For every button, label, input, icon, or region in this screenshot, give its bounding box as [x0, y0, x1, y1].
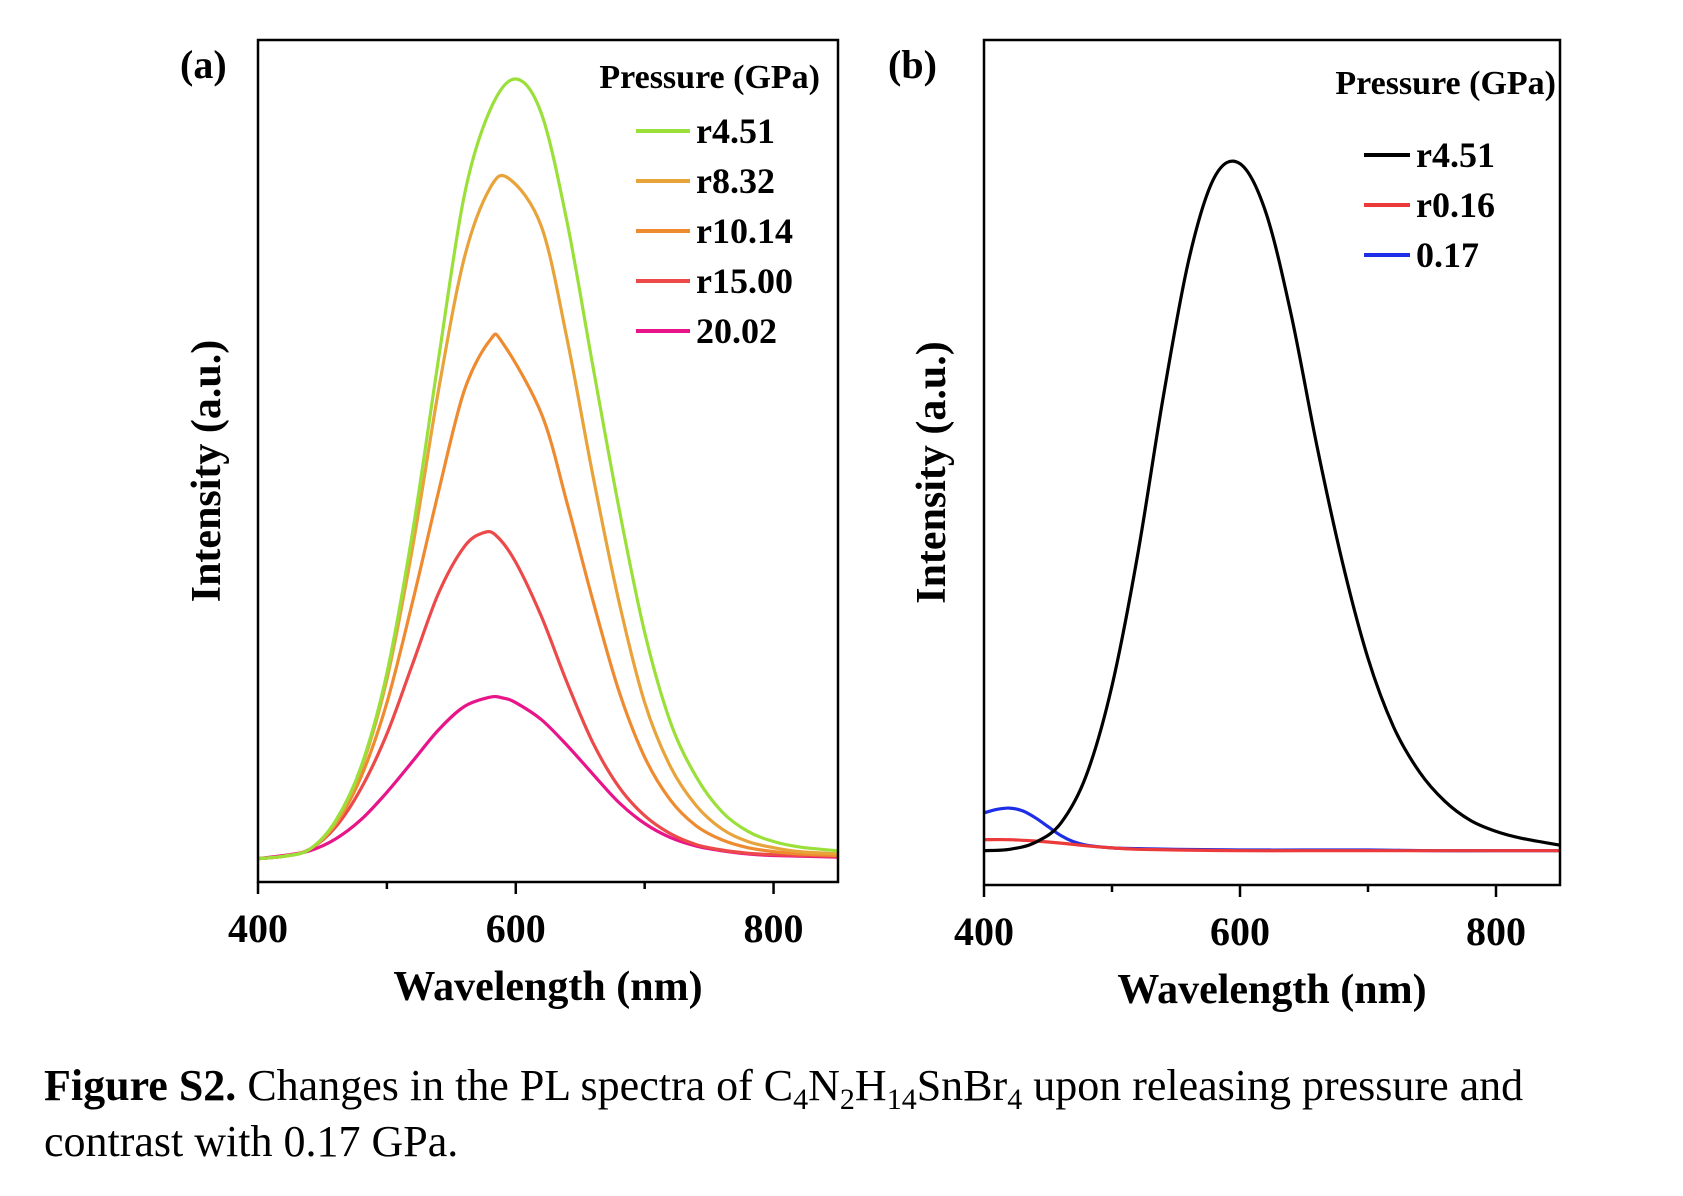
x-tick-label: 600 — [486, 906, 546, 951]
x-axis-label: Wavelength (nm) — [1117, 967, 1426, 1013]
x-axis-label: Wavelength (nm) — [393, 964, 702, 1010]
y-axis-label: Intensity (a.u.) — [184, 340, 230, 603]
caption-text-after: upon releasing pressure and contrast wit… — [44, 1061, 1524, 1166]
legend-entry-label: r4.51 — [1416, 135, 1495, 175]
series-line-r4.51 — [983, 159, 1561, 853]
legend-entry-label: r0.16 — [1416, 185, 1495, 225]
caption-formula: C4N2H14SnBr4 — [763, 1061, 1022, 1115]
legend: Pressure (GPa) r4.51 r8.32 r10.14 r15.00 20.0… — [599, 59, 820, 351]
legend-entry-label: 0.17 — [1416, 235, 1479, 275]
formula-subscript: 4 — [793, 1083, 809, 1116]
legend-entry-label: r4.51 — [696, 111, 775, 151]
legend-entry-label: r10.14 — [696, 211, 793, 251]
formula-subscript: 2 — [839, 1083, 855, 1116]
formula-part: N — [808, 1061, 840, 1110]
formula-part: SnBr — [916, 1061, 1008, 1110]
panel-label: (b) — [888, 42, 937, 87]
series-line-r15.00 — [257, 530, 839, 861]
plot-frame — [982, 38, 1562, 887]
figure-caption: Figure S2. Changes in the PL spectra of … — [44, 1058, 1664, 1170]
formula-part: H — [854, 1061, 887, 1110]
legend-title: Pressure (GPa) — [1335, 65, 1556, 102]
formula-part: C — [763, 1061, 794, 1110]
figure: 400 600 800 Wavelength (nm) Intensity (a.u.)… — [180, 38, 1562, 1013]
plot-frame — [256, 38, 840, 884]
x-tick-label: 400 — [228, 906, 288, 951]
panel-a: 400 600 800 Wavelength (nm) Intensity (a.u.)… — [180, 38, 840, 1010]
formula-subscript: 14 — [886, 1083, 917, 1116]
series-line-r10.14 — [257, 332, 839, 861]
series-group — [983, 159, 1561, 853]
x-tick-label: 800 — [1466, 909, 1526, 954]
x-tick-label: 600 — [1210, 909, 1270, 954]
caption-text-before: Changes in the PL spectra of — [236, 1061, 764, 1110]
y-axis-label: Intensity (a.u.) — [909, 341, 955, 604]
x-tick-label: 400 — [954, 909, 1014, 954]
formula-subscript: 4 — [1007, 1083, 1023, 1116]
legend-entry-label: 20.02 — [696, 311, 777, 351]
legend: Pressure (GPa) r4.51 r0.16 0.17 — [1335, 65, 1556, 275]
caption-label: Figure S2. — [44, 1061, 237, 1110]
legend-title: Pressure (GPa) — [599, 59, 820, 96]
series-group — [257, 77, 839, 861]
legend-entry-label: r8.32 — [696, 161, 775, 201]
series-line-r4.51 — [257, 77, 839, 861]
panel-label: (a) — [180, 42, 227, 87]
panel-b: 400 600 800 Wavelength (nm) Intensity (a.u.)… — [888, 38, 1562, 1013]
legend-entry-label: r15.00 — [696, 261, 793, 301]
x-tick-label: 800 — [744, 906, 804, 951]
